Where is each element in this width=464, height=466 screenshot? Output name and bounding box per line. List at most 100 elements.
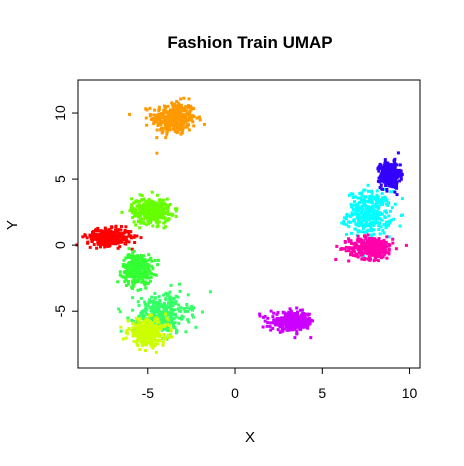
data-point <box>369 217 373 221</box>
data-point <box>116 241 120 245</box>
data-point <box>157 122 161 126</box>
data-point <box>190 118 194 122</box>
data-point <box>302 324 306 328</box>
data-point <box>296 310 299 314</box>
data-point <box>132 340 136 343</box>
data-point <box>266 321 270 324</box>
data-point <box>99 239 103 243</box>
data-point <box>164 337 167 341</box>
data-point <box>143 308 147 312</box>
cluster-1 <box>340 183 404 258</box>
data-point <box>127 269 131 273</box>
data-point <box>137 276 141 280</box>
data-point <box>130 247 134 251</box>
data-point <box>159 207 163 211</box>
data-point <box>158 200 162 204</box>
data-point <box>364 207 368 211</box>
data-point <box>350 204 354 208</box>
data-point <box>363 256 367 260</box>
data-point <box>357 250 361 253</box>
data-point <box>306 326 310 330</box>
data-point <box>391 189 395 193</box>
data-point <box>91 230 95 233</box>
data-point <box>372 245 376 249</box>
data-point <box>130 328 134 332</box>
data-point <box>148 113 152 116</box>
data-point <box>362 217 366 221</box>
data-point <box>178 127 182 131</box>
data-point <box>119 329 123 333</box>
data-point <box>360 221 364 225</box>
data-point <box>387 248 391 251</box>
data-point <box>163 318 167 322</box>
data-point <box>132 268 136 272</box>
data-point <box>121 337 125 341</box>
data-point <box>172 123 176 127</box>
data-point <box>151 330 155 334</box>
data-point <box>375 221 379 225</box>
data-point <box>144 207 148 211</box>
data-point <box>296 313 299 317</box>
data-point <box>173 109 177 113</box>
data-point <box>124 240 128 244</box>
data-point <box>283 318 287 322</box>
data-point <box>344 216 348 220</box>
data-point <box>138 215 142 219</box>
data-point <box>158 214 162 218</box>
data-point <box>85 236 89 240</box>
data-point <box>188 105 192 109</box>
data-point <box>158 198 161 202</box>
data-point <box>374 205 378 209</box>
data-point <box>135 199 138 203</box>
data-point <box>182 109 186 113</box>
data-point <box>134 323 138 327</box>
data-point <box>144 310 148 314</box>
data-point <box>145 216 149 220</box>
data-point <box>384 184 388 187</box>
data-point <box>167 123 170 127</box>
data-point <box>381 255 385 259</box>
data-point <box>135 234 139 238</box>
data-point <box>143 336 147 340</box>
data-point <box>363 212 367 216</box>
data-point <box>119 225 123 228</box>
data-point <box>164 225 168 229</box>
data-point <box>171 105 175 108</box>
data-point <box>143 274 146 278</box>
data-point <box>120 232 124 236</box>
data-point <box>181 315 185 319</box>
data-point <box>93 236 97 240</box>
data-point <box>383 216 387 219</box>
data-point <box>377 169 381 173</box>
data-point <box>146 265 150 269</box>
data-point <box>186 293 190 297</box>
data-point <box>382 231 386 235</box>
data-point <box>176 104 180 108</box>
data-point <box>166 110 170 114</box>
data-point <box>157 295 161 299</box>
data-point <box>280 317 284 321</box>
data-point <box>152 209 156 213</box>
data-point <box>150 340 154 344</box>
data-point <box>155 136 159 140</box>
data-point <box>384 169 388 173</box>
data-point <box>379 225 383 229</box>
data-point <box>145 324 149 328</box>
data-point <box>131 278 135 282</box>
data-point <box>118 228 122 232</box>
data-point <box>373 256 377 260</box>
data-point <box>181 127 185 131</box>
data-point <box>143 320 147 324</box>
data-point <box>190 304 194 308</box>
data-point <box>376 246 380 250</box>
data-point <box>126 264 130 268</box>
data-point <box>139 254 143 257</box>
data-point <box>184 330 188 334</box>
data-point <box>155 330 159 334</box>
data-point <box>374 218 378 222</box>
data-point <box>289 323 293 327</box>
data-point <box>288 313 292 317</box>
data-point <box>354 254 358 258</box>
data-point <box>360 245 364 249</box>
data-point <box>363 234 367 238</box>
